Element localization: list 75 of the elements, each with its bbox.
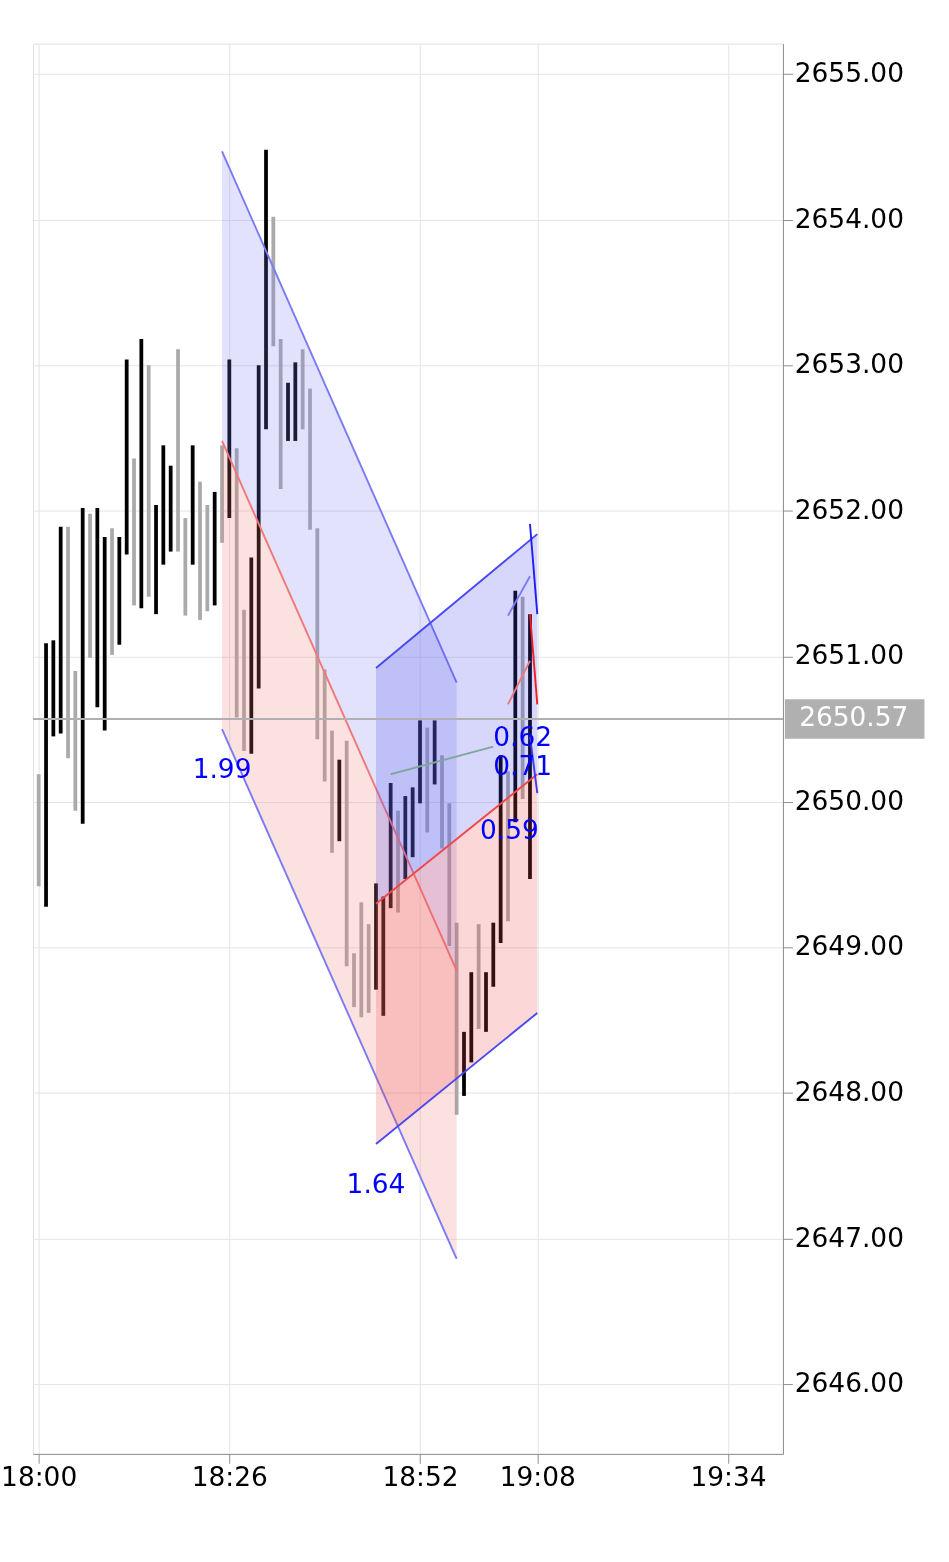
bar — [447, 803, 452, 946]
bar — [146, 365, 151, 597]
ref-line-label: 2650.57 — [799, 701, 909, 733]
bar — [359, 902, 364, 1018]
bar — [286, 382, 290, 441]
bar — [425, 727, 430, 833]
y-tick-label: 2655.00 — [794, 57, 904, 89]
bar — [484, 972, 488, 1032]
bar — [205, 504, 210, 612]
bar — [469, 972, 474, 1063]
x-tick-label: 18:26 — [191, 1461, 268, 1493]
y-tick-label: 2647.00 — [794, 1221, 904, 1253]
bar — [44, 643, 48, 907]
bar — [183, 518, 188, 616]
bar — [344, 740, 349, 967]
y-tick-label: 2654.00 — [794, 202, 904, 234]
bar — [227, 359, 232, 519]
y-tick-label: 2646.00 — [794, 1367, 904, 1399]
bar — [36, 774, 41, 887]
bar — [80, 507, 85, 824]
y-tick-label: 2650.00 — [794, 784, 904, 816]
bar — [454, 922, 459, 1115]
bar — [212, 491, 217, 606]
bar — [249, 557, 254, 754]
bar — [432, 720, 437, 785]
bar — [396, 810, 400, 913]
x-tick-label: 18:00 — [1, 1461, 78, 1493]
bar — [293, 362, 298, 441]
x-tick-label: 19:34 — [690, 1461, 767, 1493]
x-tick-label: 18:52 — [382, 1461, 459, 1493]
bar — [418, 720, 422, 804]
y-tick-label: 2653.00 — [794, 348, 904, 380]
bar — [300, 349, 305, 430]
bar — [271, 216, 276, 347]
bar — [190, 445, 195, 565]
bar — [95, 507, 100, 708]
bar — [88, 513, 92, 658]
y-tick-label: 2649.00 — [794, 930, 904, 962]
annotation: 1.99 — [192, 753, 252, 785]
bar — [352, 953, 356, 1008]
bar — [168, 465, 173, 552]
bar — [440, 755, 444, 849]
bar — [374, 883, 378, 990]
bar — [117, 537, 122, 645]
bar — [161, 445, 166, 565]
bar — [51, 640, 56, 737]
bar — [102, 537, 107, 731]
bar — [410, 787, 415, 858]
bar — [220, 445, 224, 543]
bar — [403, 796, 408, 880]
bar — [110, 528, 114, 655]
bar — [154, 504, 158, 615]
bar — [330, 730, 334, 853]
bar — [124, 359, 129, 555]
x-tick-label: 19:08 — [499, 1461, 576, 1493]
bar — [278, 339, 283, 489]
bar — [198, 481, 202, 620]
bar — [491, 922, 496, 987]
bar — [176, 349, 180, 552]
y-tick-label: 2652.00 — [794, 493, 904, 525]
y-tick-label: 2648.00 — [794, 1076, 904, 1107]
bar — [388, 782, 393, 909]
bar — [139, 339, 144, 609]
y-tick-label: 2651.00 — [794, 639, 904, 671]
annotation: 1.64 — [346, 1167, 406, 1199]
bar — [366, 924, 371, 1013]
bar — [264, 149, 268, 430]
bar — [58, 526, 63, 734]
bar — [381, 896, 386, 1016]
bar — [308, 388, 312, 530]
bar — [132, 458, 136, 606]
bar — [337, 759, 342, 842]
bar — [476, 924, 481, 1029]
bar — [256, 365, 261, 689]
bar — [462, 1031, 466, 1096]
